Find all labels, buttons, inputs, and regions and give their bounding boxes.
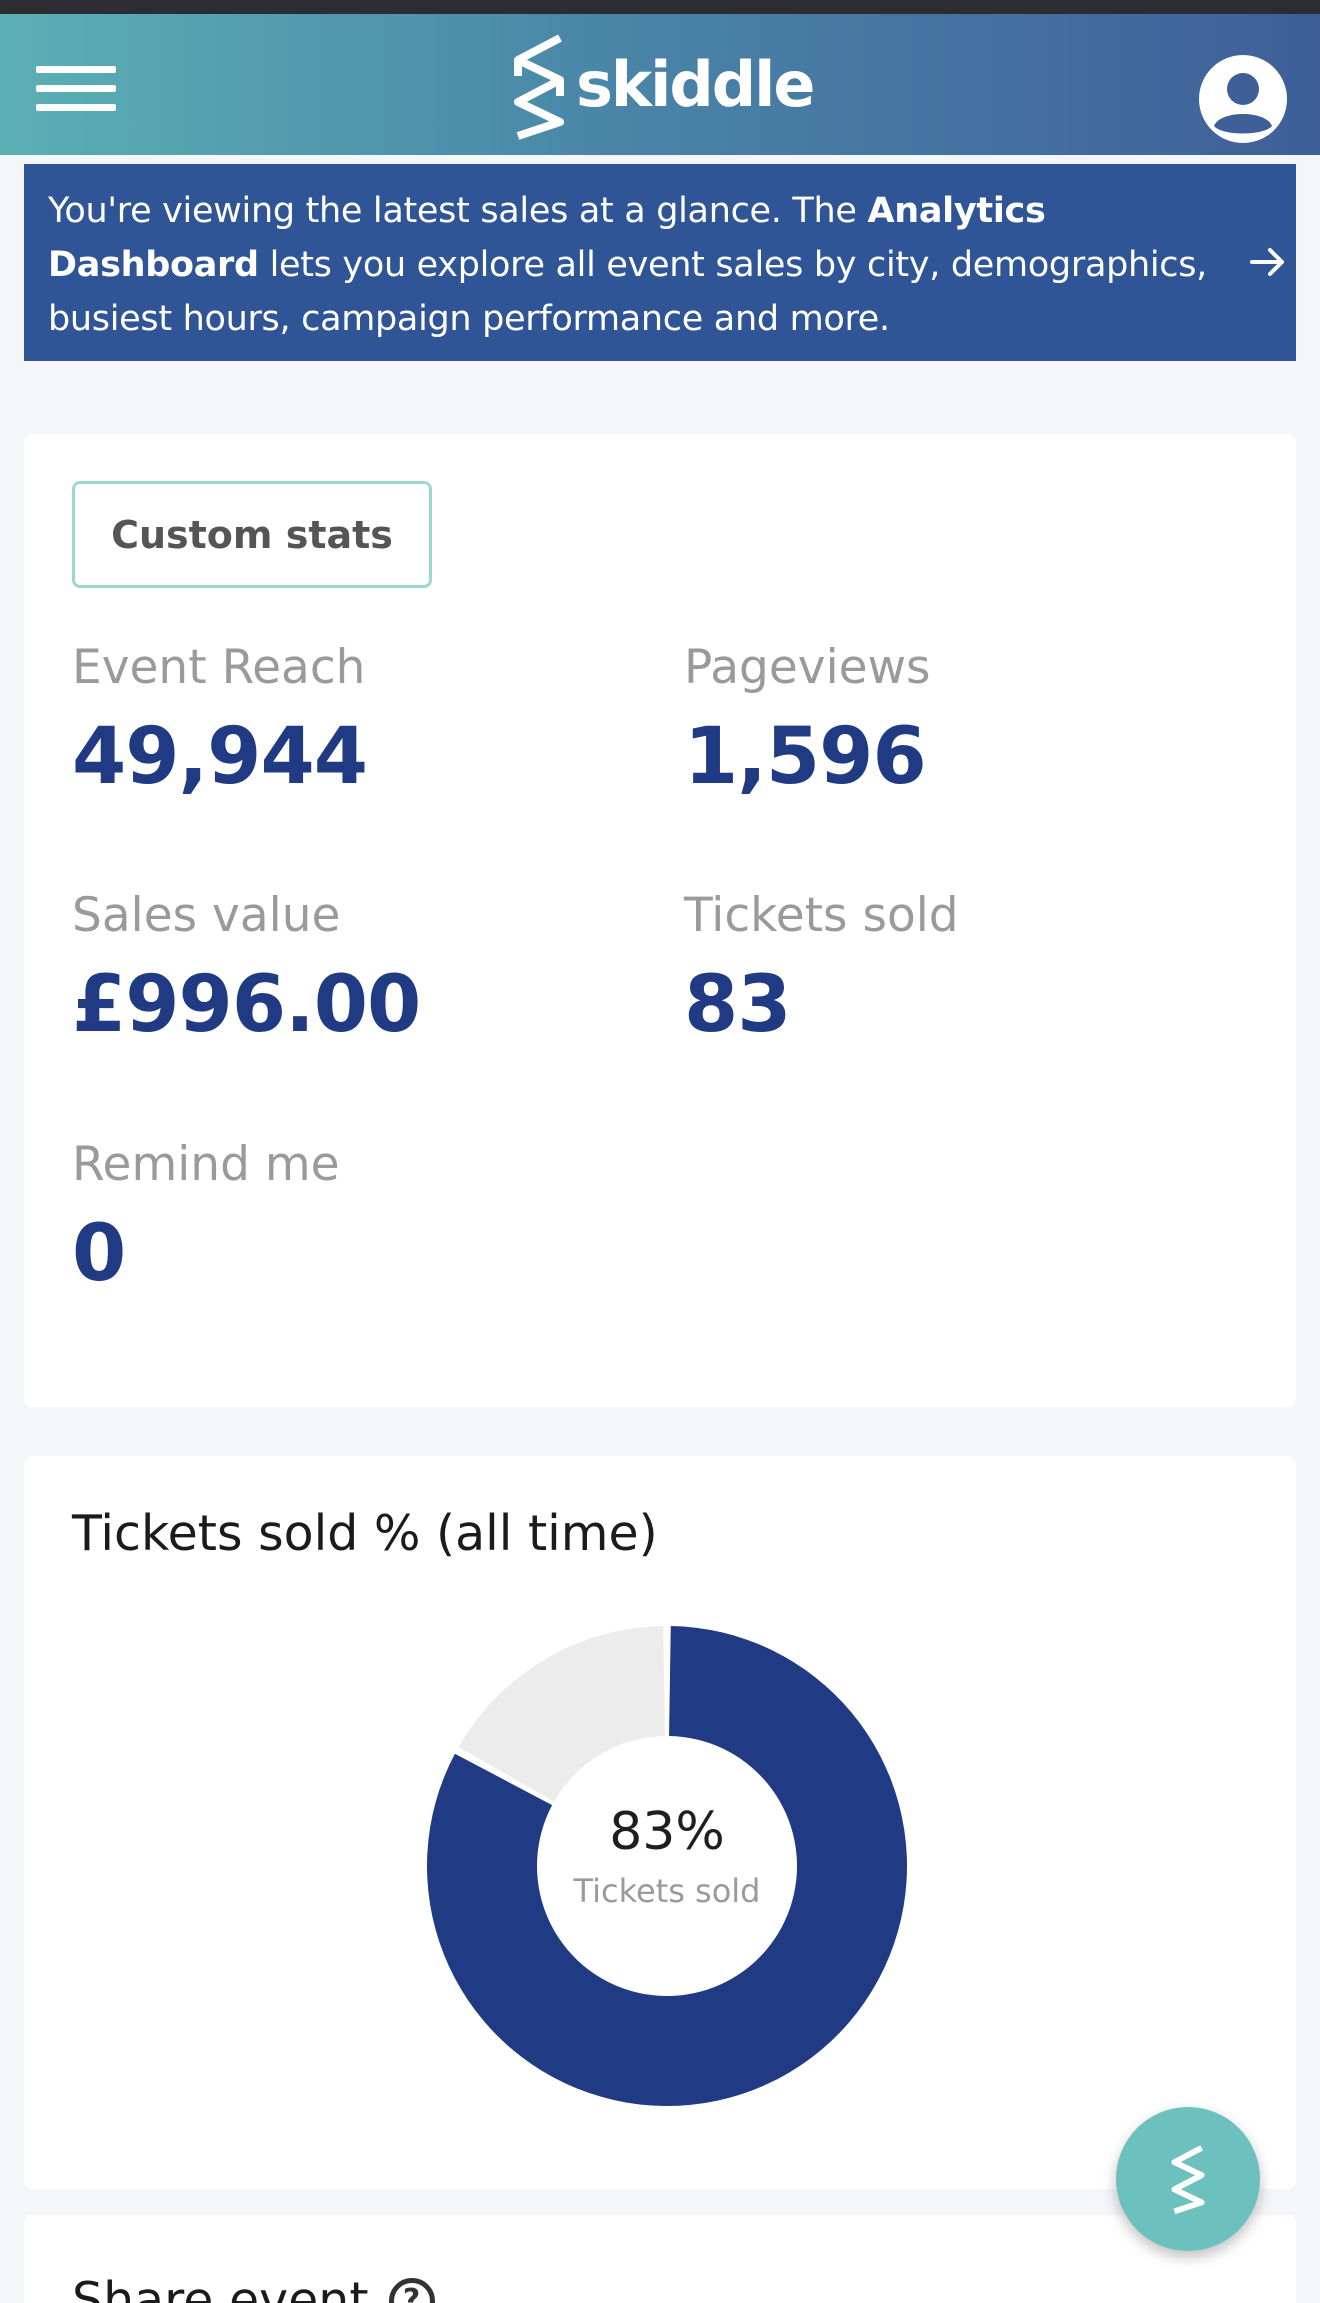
stat-label: Tickets sold <box>684 888 959 943</box>
analytics-banner[interactable]: You're viewing the latest sales at a gla… <box>24 164 1296 361</box>
stat-sales-value: Sales value £996.00 <box>72 888 421 1050</box>
donut-slice-sold <box>427 1626 907 2106</box>
skiddle-mark-icon <box>514 34 564 140</box>
tickets-sold-chart-card: Tickets sold % (all time) 83% Tickets so… <box>24 1456 1296 2189</box>
stat-tickets-sold: Tickets sold 83 <box>684 888 959 1050</box>
share-event-title: Share event <box>72 2272 369 2303</box>
skiddle-floating-action-button[interactable] <box>1116 2107 1260 2251</box>
help-circle-icon[interactable]: ? <box>388 2278 435 2303</box>
stat-label: Sales value <box>72 888 341 943</box>
stat-value: £996.00 <box>72 960 421 1050</box>
skiddle-logo-icon <box>1171 2145 1205 2214</box>
app-header: skiddle <box>0 14 1320 155</box>
stat-value: 49,944 <box>72 712 368 802</box>
tickets-sold-donut-chart <box>427 1626 907 2106</box>
donut-percentage: 83% <box>609 1802 725 1862</box>
hamburger-menu-icon[interactable] <box>36 58 116 118</box>
donut-center-label: 83% Tickets sold <box>422 1801 912 1911</box>
banner-link-text: Analytics Dashboard <box>48 191 1046 285</box>
stats-card: Custom stats Event Reach 49,944 Pageview… <box>24 434 1296 1407</box>
banner-message: You're viewing the latest sales at a gla… <box>48 184 1218 346</box>
stat-label: Remind me <box>72 1137 340 1192</box>
skiddle-logo[interactable]: skiddle <box>510 30 815 142</box>
stat-value: 83 <box>684 960 792 1050</box>
donut-caption: Tickets sold <box>573 1872 761 1910</box>
stat-value: 0 <box>72 1209 126 1299</box>
donut-slice-remaining <box>458 1626 665 1802</box>
share-event-card: Share event ? <box>24 2215 1296 2303</box>
stat-remind-me: Remind me 0 <box>72 1137 340 1299</box>
brand-name: skiddle <box>576 47 815 121</box>
stat-label: Pageviews <box>684 640 931 695</box>
share-event-heading: Share event ? <box>72 2271 435 2303</box>
top-system-strip <box>0 0 1320 14</box>
stat-label: Event Reach <box>72 640 366 695</box>
stat-value: 1,596 <box>684 712 927 802</box>
arrow-right-icon[interactable] <box>1248 242 1288 282</box>
banner-text-start: You're viewing the latest sales at a gla… <box>48 191 868 231</box>
custom-stats-button[interactable]: Custom stats <box>72 481 432 588</box>
user-account-icon[interactable] <box>1198 54 1288 144</box>
chart-title: Tickets sold % (all time) <box>72 1505 658 1562</box>
stat-event-reach: Event Reach 49,944 <box>72 640 368 802</box>
banner-text-end: lets you explore all event sales by city… <box>48 245 1208 339</box>
stat-pageviews: Pageviews 1,596 <box>684 640 931 802</box>
